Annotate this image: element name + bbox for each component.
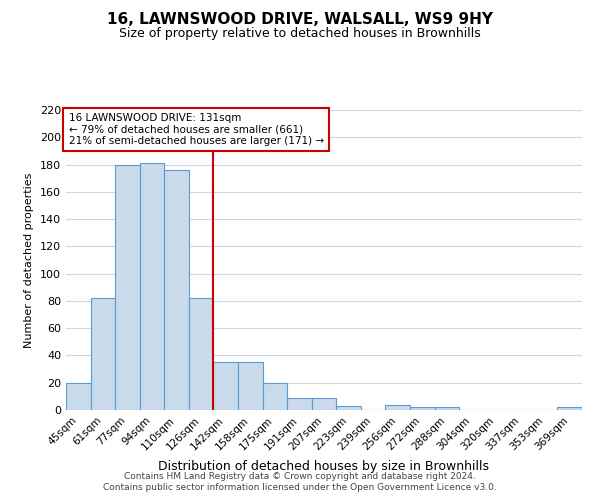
Bar: [66, 382, 91, 410]
Text: 16, LAWNSWOOD DRIVE, WALSALL, WS9 9HY: 16, LAWNSWOOD DRIVE, WALSALL, WS9 9HY: [107, 12, 493, 28]
Bar: [91, 298, 115, 410]
Y-axis label: Number of detached properties: Number of detached properties: [25, 172, 34, 348]
Text: 16 LAWNSWOOD DRIVE: 131sqm
← 79% of detached houses are smaller (661)
21% of sem: 16 LAWNSWOOD DRIVE: 131sqm ← 79% of deta…: [68, 113, 324, 146]
Bar: [312, 398, 336, 410]
X-axis label: Distribution of detached houses by size in Brownhills: Distribution of detached houses by size …: [158, 460, 490, 473]
Bar: [287, 398, 312, 410]
Bar: [238, 362, 263, 410]
Bar: [140, 163, 164, 410]
Bar: [385, 404, 410, 410]
Bar: [336, 406, 361, 410]
Bar: [214, 362, 238, 410]
Bar: [189, 298, 214, 410]
Bar: [263, 382, 287, 410]
Bar: [557, 408, 582, 410]
Bar: [410, 408, 434, 410]
Text: Contains public sector information licensed under the Open Government Licence v3: Contains public sector information licen…: [103, 484, 497, 492]
Bar: [434, 408, 459, 410]
Text: Size of property relative to detached houses in Brownhills: Size of property relative to detached ho…: [119, 28, 481, 40]
Text: Contains HM Land Registry data © Crown copyright and database right 2024.: Contains HM Land Registry data © Crown c…: [124, 472, 476, 481]
Bar: [115, 164, 140, 410]
Bar: [164, 170, 189, 410]
